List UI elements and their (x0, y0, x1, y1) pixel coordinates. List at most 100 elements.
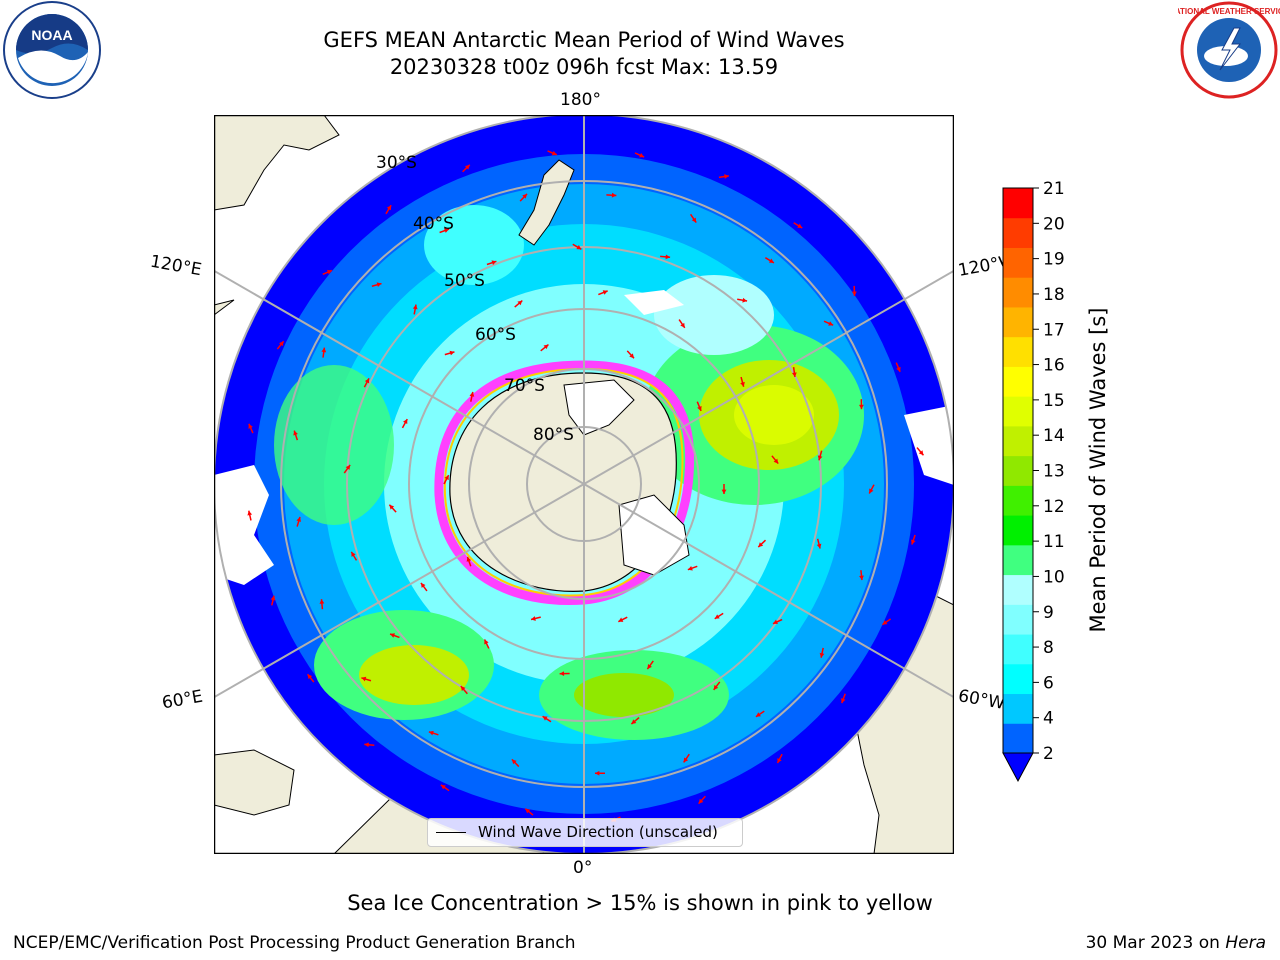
wind-arrow-head (576, 245, 582, 250)
wind-arrow-head (859, 404, 864, 410)
wind-arrow-head (791, 372, 797, 377)
colorbar-tick-label: 12 (1043, 497, 1065, 517)
wind-arrow-head (911, 539, 916, 545)
wind-arrow-head (768, 258, 774, 263)
wind-arrow-head (828, 321, 834, 326)
colorbar-tick-label: 4 (1043, 709, 1054, 729)
wind-arrows (247, 150, 925, 822)
colorbar-segment (1003, 634, 1033, 665)
wind-arrow-head (248, 423, 253, 429)
wind-arrow-head (816, 543, 822, 549)
colorbar-segment (1003, 604, 1033, 635)
wind-arrow-head (420, 582, 426, 588)
wind-arrow-head (464, 164, 470, 170)
wind-arrow-head (594, 770, 600, 776)
wind-arrow-head (412, 304, 418, 310)
wind-arrow-head (819, 652, 825, 658)
legend-label: Wind Wave Direction (unscaled) (478, 823, 718, 841)
footer-date: 30 Mar 2023 on Hera (1086, 933, 1266, 953)
colorbar: 21 20 19 18 17 16 15 14 13 12 11 10 9 8 6 4 2 (1002, 179, 1065, 783)
wind-arrow-head (817, 455, 823, 461)
graticule (214, 115, 954, 854)
wind-arrow-head (714, 614, 720, 619)
wind-arrow-head (698, 798, 704, 804)
wind-arrow-head (376, 282, 382, 288)
wind-arrow-head (279, 341, 284, 347)
wind-arrow-head (559, 671, 565, 677)
footer-date-text: 30 Mar 2023 on (1085, 933, 1226, 953)
colorbar-extend-arrow (1002, 752, 1034, 783)
wind-arrow-head (918, 450, 924, 456)
colorbar-segment (1003, 574, 1033, 605)
wind-arrow-head (777, 758, 782, 764)
colorbar-segment (1003, 455, 1033, 486)
colorbar-tick-label: 6 (1043, 673, 1054, 693)
wind-arrow-head (841, 698, 846, 704)
colorbar-tick-label: 2 (1043, 744, 1054, 764)
svg-text:NATIONAL WEATHER SERVICE: NATIONAL WEATHER SERVICE (1178, 7, 1280, 16)
colorbar-tick-label: 18 (1043, 285, 1065, 305)
colorbar-segment (1003, 306, 1033, 338)
wind-arrow-head (270, 595, 276, 601)
colorbar-tick-label: 13 (1043, 462, 1065, 482)
colorbar-label: Mean Period of Wind Waves [s] (1086, 307, 1110, 633)
wind-arrow-head (449, 350, 455, 356)
wind-arrow-head (665, 254, 671, 260)
colorbar-segment (1003, 247, 1033, 278)
wind-arrow-head (896, 366, 901, 372)
chart-title: GEFS MEAN Antarctic Mean Period of Wind … (323, 28, 845, 52)
wind-arrow-head (403, 419, 408, 425)
wind-arrow-head (542, 716, 548, 721)
wind-arrow-head (345, 464, 351, 470)
wind-arrow-head (629, 353, 635, 359)
wind-arrow-head (773, 458, 779, 464)
colorbar-tick-label: 9 (1043, 603, 1054, 623)
wind-arrow-head (444, 228, 450, 233)
wind-arrow-head (319, 599, 325, 604)
colorbar-tick-label: 19 (1043, 250, 1065, 270)
chart-subtitle: 20230328 t00z 096h fcst Max: 13.59 (389, 55, 779, 79)
wind-arrow-head (680, 322, 685, 328)
wind-arrow-head (364, 742, 369, 748)
wind-arrow-head (869, 488, 874, 494)
lat-label-40s: 40°S (413, 214, 454, 234)
lat-label-80s: 80°S (533, 425, 574, 445)
wind-arrow-head (517, 300, 523, 306)
wind-arrow-head (721, 489, 727, 494)
wind-arrow-head (697, 405, 702, 411)
colorbar-tick-label: 11 (1043, 532, 1065, 552)
antarctic-map (214, 115, 954, 854)
wind-arrow-head (551, 150, 557, 156)
wind-arrow-head (758, 542, 764, 548)
colorbar-tick-label: 10 (1043, 567, 1065, 587)
colorbar-tick-label: 16 (1043, 356, 1065, 376)
noaa-logo: NOAA (3, 1, 101, 99)
wind-arrow-head (428, 730, 434, 736)
land-madagascar (214, 749, 295, 816)
wind-arrow-head (639, 153, 645, 158)
lat-label-70s: 70°S (504, 376, 545, 396)
colorbar-segment (1003, 693, 1033, 724)
wind-arrow-head (772, 619, 778, 625)
map-frame (214, 115, 954, 854)
lat-label-30s: 30°S (376, 153, 417, 173)
wind-arrow-head (293, 430, 298, 436)
wind-arrow-head (484, 639, 489, 645)
colorbar-tick-label: 20 (1043, 214, 1065, 234)
svg-text:NOAA: NOAA (31, 27, 72, 43)
wind-arrow-head (740, 381, 745, 387)
colorbar-segment (1003, 544, 1033, 576)
wind-arrow-head (321, 347, 327, 353)
wind-arrow-head (440, 784, 446, 790)
colorbar-segment (1003, 425, 1033, 457)
colorbar-segment (1003, 485, 1033, 516)
colorbar-tick-label: 15 (1043, 391, 1065, 411)
wind-arrow-head (247, 510, 253, 516)
colorbar-tick-label: 14 (1043, 426, 1065, 446)
wind-arrow-head (713, 684, 719, 690)
wind-arrow-head (522, 193, 528, 199)
footer-credit: NCEP/EMC/Verification Post Processing Pr… (13, 933, 576, 953)
colorbar-segment (1003, 277, 1033, 308)
wind-arrow-head (531, 616, 536, 621)
wind-arrow-head (460, 686, 466, 692)
